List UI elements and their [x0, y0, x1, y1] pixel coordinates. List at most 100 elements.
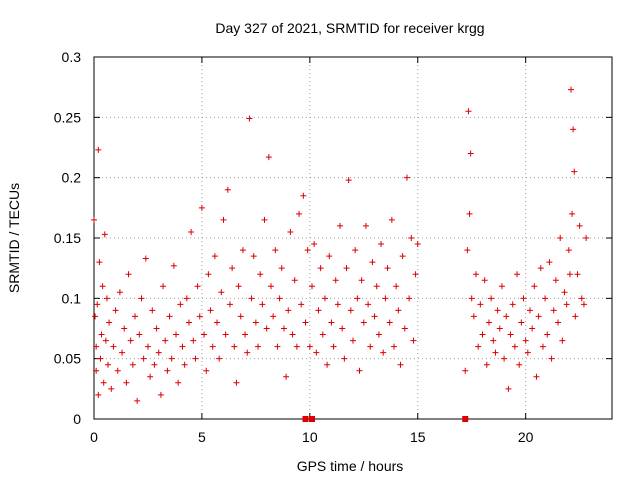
chart-title: Day 327 of 2021, SRMTID for receiver krg…: [215, 20, 484, 36]
data-point: [341, 355, 348, 362]
data-point: [127, 337, 134, 344]
data-point: [267, 283, 274, 290]
data-point: [287, 228, 294, 235]
data-point: [201, 331, 208, 338]
data-point: [179, 343, 186, 350]
data-point: [567, 86, 574, 93]
data-point: [181, 361, 188, 368]
data-point: [235, 283, 242, 290]
data-point: [397, 361, 404, 368]
data-point: [190, 337, 197, 344]
data-point: [479, 331, 486, 338]
data-point: [524, 349, 531, 356]
x-tick-label: 10: [302, 429, 318, 445]
data-point: [462, 367, 469, 374]
data-point: [209, 343, 216, 350]
data-point: [211, 253, 218, 260]
data-point: [352, 247, 359, 254]
zero-marker: [302, 416, 309, 422]
data-point: [91, 216, 97, 223]
data-point: [162, 337, 169, 344]
data-point: [580, 301, 587, 308]
data-point: [496, 325, 503, 332]
data-point: [345, 177, 352, 184]
data-point: [237, 313, 244, 320]
data-point: [168, 355, 175, 362]
data-point: [153, 325, 160, 332]
data-point: [149, 307, 156, 314]
data-point: [542, 295, 549, 302]
data-point: [125, 271, 132, 278]
zero-marker: [462, 416, 469, 422]
data-point: [507, 331, 514, 338]
data-point: [173, 331, 180, 338]
data-point: [185, 319, 192, 326]
data-point: [380, 349, 387, 356]
data-point: [296, 210, 303, 217]
data-point: [373, 283, 380, 290]
data-point: [319, 331, 326, 338]
x-tick-labels: 0 5 10 15 20: [90, 429, 534, 445]
data-point: [570, 126, 577, 133]
data-point: [99, 283, 106, 290]
y-axis-label: SRMTID / TECUs: [6, 183, 22, 293]
data-point: [134, 397, 141, 404]
data-point: [280, 325, 287, 332]
data-point: [572, 313, 579, 320]
data-point: [354, 295, 361, 302]
data-point: [140, 355, 147, 362]
data-point: [509, 301, 516, 308]
data-points: [91, 86, 590, 404]
data-point: [414, 241, 421, 248]
data-point: [481, 277, 488, 284]
data-point: [129, 361, 136, 368]
data-point: [559, 337, 566, 344]
data-point: [399, 253, 406, 260]
data-point: [578, 295, 585, 302]
data-point: [160, 283, 167, 290]
data-point: [384, 265, 391, 272]
data-point: [317, 265, 324, 272]
data-point: [386, 319, 393, 326]
data-point: [563, 301, 570, 308]
data-point: [119, 349, 126, 356]
data-point: [291, 277, 298, 284]
data-point: [278, 265, 285, 272]
data-point: [367, 343, 374, 350]
data-point: [155, 349, 162, 356]
data-point: [408, 235, 415, 241]
data-point: [544, 331, 551, 338]
data-point: [388, 216, 395, 223]
data-point: [226, 301, 233, 308]
data-point: [198, 204, 205, 211]
data-point: [343, 265, 350, 272]
data-point: [546, 259, 553, 266]
data-point: [552, 277, 559, 284]
data-point: [274, 343, 281, 350]
data-point: [231, 343, 238, 350]
zero-marker: [308, 416, 315, 422]
data-point: [218, 289, 225, 296]
data-point: [557, 235, 564, 241]
data-point: [561, 289, 568, 296]
y-tick-label: 0.1: [62, 290, 82, 306]
data-point: [255, 343, 262, 350]
data-point: [526, 307, 533, 314]
grid-lines: [94, 57, 612, 419]
y-tick-labels: 0 0.05 0.1 0.15 0.2 0.25 0.3: [54, 49, 81, 427]
data-point: [166, 313, 173, 320]
data-point: [101, 231, 108, 238]
data-point: [263, 325, 270, 332]
data-point: [183, 295, 190, 302]
data-point: [550, 307, 557, 314]
data-point: [548, 355, 555, 362]
data-point: [100, 379, 107, 386]
data-point: [360, 319, 367, 326]
data-point: [112, 307, 119, 314]
data-point: [490, 337, 497, 344]
data-point: [313, 349, 320, 356]
data-point: [285, 307, 292, 314]
data-point: [583, 235, 590, 241]
data-point: [337, 222, 344, 229]
data-point: [574, 271, 581, 278]
